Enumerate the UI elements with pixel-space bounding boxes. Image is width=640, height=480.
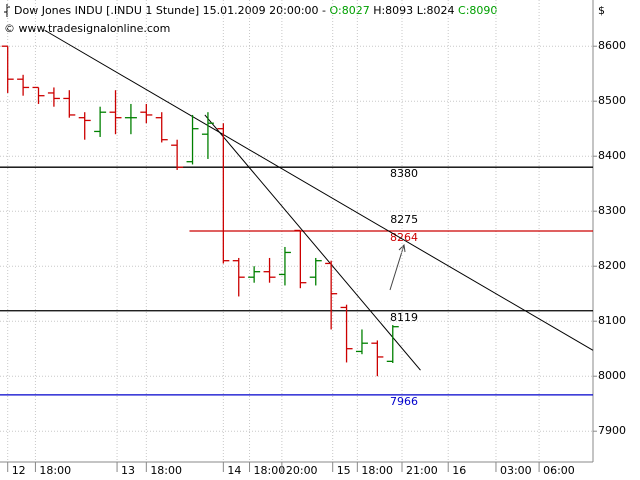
y-tick-label: 8000 — [598, 369, 626, 382]
x-tick-label: 18:00 — [254, 464, 286, 477]
level-label: 8264 — [390, 231, 418, 244]
y-tick-label: 8200 — [598, 259, 626, 272]
x-tick-label: 18:00 — [150, 464, 182, 477]
header: Dow Jones INDU [.INDU 1 Stunde] 15.01.20… — [14, 4, 497, 17]
header-close: C:8090 — [458, 4, 497, 17]
header-open: O:8027 — [330, 4, 370, 17]
y-tick-label: 8100 — [598, 314, 626, 327]
x-tick-label: 15 — [337, 464, 351, 477]
x-tick-label: 12 — [12, 464, 26, 477]
level-label: 8119 — [390, 311, 418, 324]
x-tick-label: 21:00 — [406, 464, 438, 477]
x-tick-label: 18:00 — [39, 464, 71, 477]
currency: $ — [598, 4, 605, 17]
header-title: Dow Jones INDU [.INDU 1 Stunde] 15.01.20… — [14, 4, 326, 17]
x-tick-label: 20:00 — [286, 464, 318, 477]
y-tick-label: 8500 — [598, 94, 626, 107]
y-tick-label: 7900 — [598, 424, 626, 437]
trend-label: 8275 — [390, 213, 418, 226]
x-tick-label: 06:00 — [543, 464, 575, 477]
y-tick-label: 8400 — [598, 149, 626, 162]
y-tick-label: 8300 — [598, 204, 626, 217]
header-low: L:8024 — [417, 4, 455, 17]
x-tick-label: 13 — [121, 464, 135, 477]
level-label: 7966 — [390, 395, 418, 408]
x-tick-label: 14 — [227, 464, 241, 477]
header-high: H:8093 — [373, 4, 413, 17]
trend-line — [44, 29, 594, 351]
x-tick-label: 16 — [452, 464, 466, 477]
trend-line — [204, 114, 421, 371]
x-tick-label: 03:00 — [500, 464, 532, 477]
x-tick-label: 18:00 — [361, 464, 393, 477]
source: © www.tradesignalonline.com — [4, 22, 170, 35]
y-tick-label: 8600 — [598, 39, 626, 52]
level-label: 8380 — [390, 167, 418, 180]
